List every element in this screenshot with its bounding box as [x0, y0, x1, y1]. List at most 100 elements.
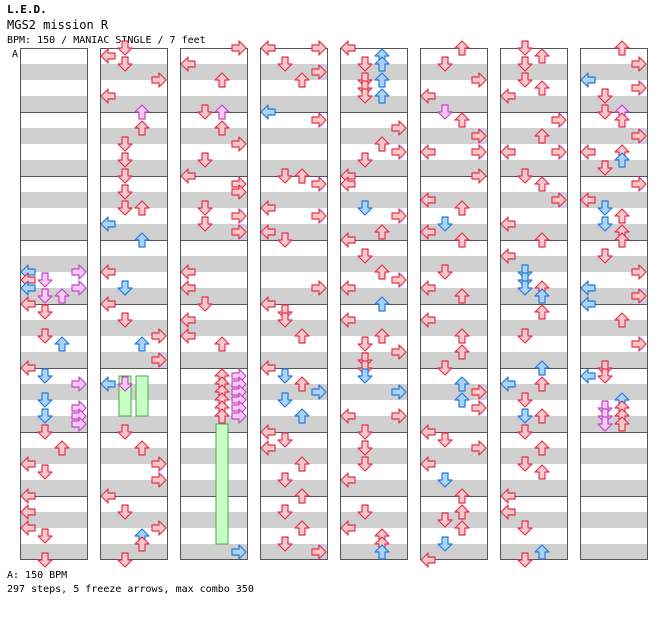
beat-band [420, 160, 488, 176]
arrow-left-icon [340, 280, 356, 296]
arrow-up-icon [54, 336, 70, 352]
arrow-up-icon [614, 312, 630, 328]
arrow-right-icon [631, 264, 647, 280]
arrow-down-icon [277, 504, 293, 520]
beat-band [500, 64, 568, 80]
beat-band [260, 352, 328, 368]
arrow-down-icon [37, 392, 53, 408]
arrow-down-icon [277, 392, 293, 408]
arrow-left-icon [420, 312, 436, 328]
arrow-down-icon [357, 368, 373, 384]
beat-band [420, 256, 488, 272]
arrow-down-icon [517, 552, 533, 568]
arrow-down-icon [597, 160, 613, 176]
arrow-right-icon [311, 64, 327, 80]
arrow-down-icon [117, 200, 133, 216]
beat-band [500, 256, 568, 272]
arrow-left-icon [180, 56, 196, 72]
arrow-up-icon [614, 152, 630, 168]
beat-band [20, 384, 88, 400]
arrow-up-icon [134, 336, 150, 352]
arrow-down-icon [357, 56, 373, 72]
arrow-down-icon [437, 360, 453, 376]
arrow-right-icon [311, 176, 327, 192]
arrow-down-icon [437, 104, 453, 120]
arrow-left-icon [420, 280, 436, 296]
arrow-down-icon [37, 368, 53, 384]
arrow-left-icon [260, 104, 276, 120]
beat-band [340, 192, 408, 208]
arrow-up-icon [374, 136, 390, 152]
arrow-left-icon [260, 200, 276, 216]
arrow-up-icon [374, 224, 390, 240]
beat-band [340, 512, 408, 528]
beat-band [20, 160, 88, 176]
arrow-down-icon [117, 504, 133, 520]
arrow-down-icon [37, 328, 53, 344]
arrow-down-icon [517, 168, 533, 184]
beat-band [420, 320, 488, 336]
arrow-up-icon [454, 488, 470, 504]
beat-band [500, 160, 568, 176]
arrow-up-icon [374, 264, 390, 280]
arrow-up-icon [614, 208, 630, 224]
arrow-up-icon [534, 440, 550, 456]
arrow-right-icon [551, 144, 567, 160]
arrow-down-icon [517, 280, 533, 296]
beat-band [340, 320, 408, 336]
beat-band [500, 384, 568, 400]
beat-band [580, 352, 648, 368]
arrow-up-icon [214, 336, 230, 352]
beat-band [500, 128, 568, 144]
arrow-right-icon [391, 120, 407, 136]
arrow-up-icon [134, 536, 150, 552]
beat-band [340, 160, 408, 176]
arrow-up-icon [294, 328, 310, 344]
arrow-up-icon [54, 288, 70, 304]
beat-band [340, 64, 408, 80]
arrow-down-icon [517, 72, 533, 88]
arrow-right-icon [151, 472, 167, 488]
arrow-down-icon [277, 168, 293, 184]
beat-band [100, 224, 168, 240]
arrow-up-icon [54, 440, 70, 456]
beat-band [340, 416, 408, 432]
beat-band [580, 384, 648, 400]
arrow-right-icon [631, 80, 647, 96]
arrow-left-icon [420, 88, 436, 104]
arrow-up-icon [454, 200, 470, 216]
arrow-right-icon [551, 112, 567, 128]
beat-band [100, 320, 168, 336]
arrow-up-icon [454, 40, 470, 56]
beat-band [420, 448, 488, 464]
arrow-up-icon [454, 112, 470, 128]
arrow-left-icon [340, 472, 356, 488]
arrow-down-icon [117, 152, 133, 168]
beat-band [420, 96, 488, 112]
arrow-up-icon [294, 168, 310, 184]
beat-band [260, 64, 328, 80]
arrow-down-icon [117, 376, 133, 392]
arrow-down-icon [597, 200, 613, 216]
arrow-down-icon [517, 408, 533, 424]
arrow-down-icon [357, 424, 373, 440]
arrow-left-icon [100, 264, 116, 280]
arrow-up-icon [614, 416, 630, 432]
beat-band [180, 160, 248, 176]
arrow-right-icon [391, 144, 407, 160]
arrow-down-icon [37, 288, 53, 304]
arrow-left-icon [100, 296, 116, 312]
arrow-left-icon [500, 144, 516, 160]
beat-band [180, 512, 248, 528]
arrow-down-icon [357, 152, 373, 168]
beat-band [580, 128, 648, 144]
beat-band [340, 224, 408, 240]
beat-band [260, 160, 328, 176]
arrow-left-icon [340, 40, 356, 56]
arrow-up-icon [534, 544, 550, 560]
beat-band [580, 320, 648, 336]
arrow-left-icon [180, 280, 196, 296]
arrow-up-icon [534, 408, 550, 424]
beat-band [20, 512, 88, 528]
arrow-down-icon [197, 104, 213, 120]
